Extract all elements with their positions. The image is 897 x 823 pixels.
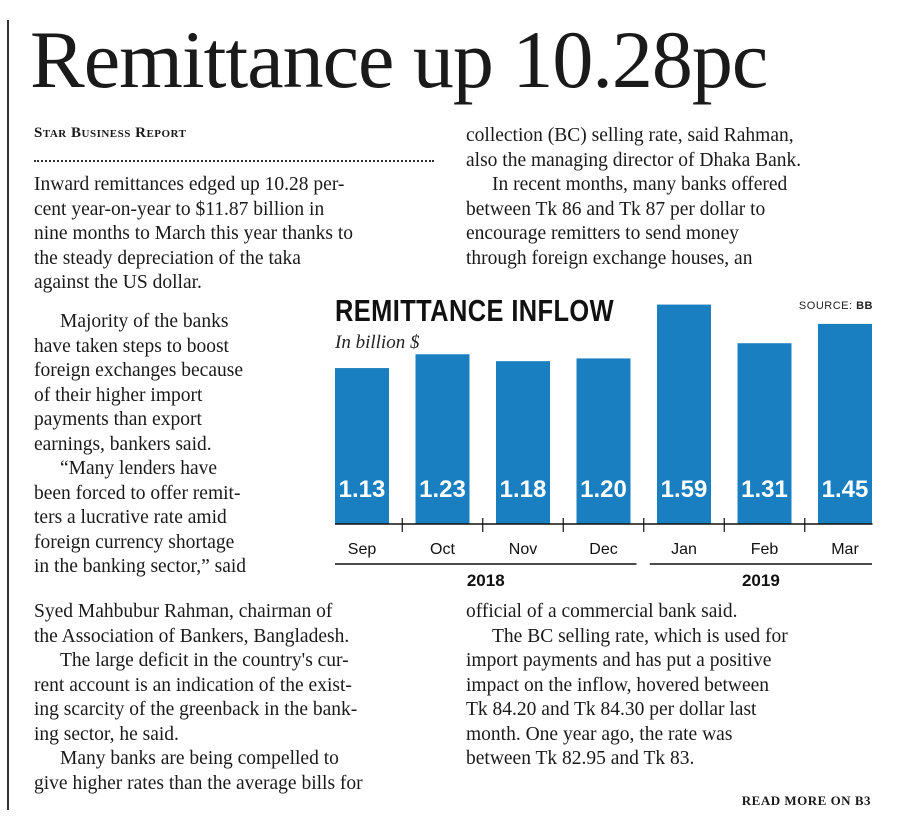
- col1-narrow-text: Majority of the banks have taken steps t…: [34, 310, 300, 580]
- text-line: Majority of the banks: [60, 311, 229, 332]
- text-line: Inward remittances edged up 10.28 per-: [34, 174, 345, 195]
- text-line: between Tk 86 and Tk 87 per dollar to: [466, 198, 766, 220]
- text-line: collection (BC) selling rate, said Rahma…: [466, 125, 794, 146]
- x-tick-label: Oct: [430, 541, 455, 558]
- col2-top-text: collection (BC) selling rate, said Rahma…: [466, 124, 876, 271]
- bar-value-label: 1.59: [661, 476, 708, 503]
- headline: Remittance up 10.28pc: [30, 14, 768, 105]
- text-line: The BC selling rate, which is used for: [492, 625, 788, 647]
- bar-value-label: 1.31: [741, 476, 788, 503]
- x-tick-label: Nov: [509, 541, 537, 558]
- text-line: ing sector, he said.: [34, 723, 179, 745]
- text-line: ters a lucrative rate amid: [34, 507, 227, 528]
- text-line: foreign currency shortage: [34, 531, 235, 553]
- byline: Star Business Report: [34, 125, 187, 141]
- bar: [415, 354, 470, 524]
- text-line: official of a commercial bank said.: [466, 601, 738, 622]
- byline-divider: [34, 160, 434, 162]
- bar-value-label: 1.13: [339, 476, 386, 503]
- chart-title: REMITTANCE INFLOW: [335, 293, 615, 328]
- text-line: give higher rates than the average bills…: [34, 772, 363, 794]
- remittance-bar-chart: 1.13 Sep 1.23 Oct 1.18 Nov 1.20 Dec 1.59 Jan 1.31 F…: [335, 304, 873, 590]
- text-line: the steady depreciation of the taka: [34, 247, 301, 269]
- text-line: through foreign exchange houses, an: [466, 247, 753, 269]
- text-line: cent year-on-year to $11.87 billion in: [34, 198, 325, 220]
- text-line: month. One year ago, the rate was: [466, 723, 733, 745]
- text-line: Syed Mahbubur Rahman, chairman of: [34, 601, 333, 622]
- x-tick-label: Jan: [671, 541, 697, 558]
- chart-source-value: BB: [856, 300, 873, 312]
- x-tick-label: Sep: [348, 541, 377, 558]
- text-line: between Tk 82.95 and Tk 83.: [466, 748, 695, 769]
- bar: [657, 304, 711, 524]
- text-line: earnings, bankers said.: [34, 433, 212, 455]
- text-line: impact on the inflow, hovered between: [466, 674, 770, 696]
- text-line: also the managing director of Dhaka Bank…: [466, 149, 802, 171]
- text-line: of their higher import: [34, 384, 203, 406]
- year-group-label: 2018: [467, 571, 505, 590]
- read-more-link[interactable]: READ MORE ON B3: [741, 793, 871, 808]
- text-line: encourage remitters to send money: [466, 223, 739, 244]
- left-column-rule: [7, 20, 9, 810]
- text-line: “Many lenders have: [60, 458, 218, 479]
- chart-source: SOURCE: BB: [799, 300, 873, 312]
- text-line: Many banks are being compelled to: [60, 748, 339, 769]
- bar-value-label: 1.18: [500, 476, 547, 503]
- text-line: the Association of Bankers, Bangladesh.: [34, 625, 350, 647]
- bar-value-label: 1.23: [419, 476, 466, 503]
- text-line: have taken steps to boost: [34, 335, 229, 357]
- text-line: The large deficit in the country's cur-: [60, 650, 349, 671]
- text-line: ing scarcity of the greenback in the ban…: [34, 699, 358, 720]
- bar: [496, 361, 550, 524]
- text-line: In recent months, many banks offered: [492, 174, 788, 195]
- bar: [335, 368, 389, 524]
- x-tick-label: Mar: [831, 541, 859, 558]
- text-line: been forced to offer remit-: [34, 482, 241, 504]
- text-line: foreign exchanges because: [34, 360, 243, 381]
- chart-source-label: SOURCE:: [798, 300, 853, 312]
- text-line: Tk 84.20 and Tk 84.30 per dollar last: [466, 699, 757, 720]
- text-line: rent account is an indication of the exi…: [34, 674, 352, 696]
- x-tick-label: Feb: [751, 541, 779, 558]
- text-line: payments than export: [34, 409, 202, 430]
- col2-bottom-text: official of a commercial bank said. The …: [466, 600, 876, 772]
- col1-top-text: Inward remittances edged up 10.28 per- c…: [34, 173, 438, 296]
- col1-bottom-text: Syed Mahbubur Rahman, chairman of the As…: [34, 600, 438, 796]
- bar-value-label: 1.45: [822, 476, 869, 503]
- text-line: against the US dollar.: [34, 272, 202, 293]
- x-tick-label: Dec: [589, 541, 617, 558]
- chart-subtitle: In billion $: [335, 332, 420, 353]
- bar: [576, 358, 631, 524]
- text-line: import payments and has put a positive: [466, 650, 772, 671]
- bar: [737, 343, 792, 524]
- year-group-label: 2019: [742, 571, 780, 590]
- bar-value-label: 1.20: [580, 476, 627, 503]
- bar: [818, 323, 872, 524]
- text-line: in the banking sector,” said: [34, 556, 247, 577]
- text-line: nine months to March this year thanks to: [34, 223, 353, 244]
